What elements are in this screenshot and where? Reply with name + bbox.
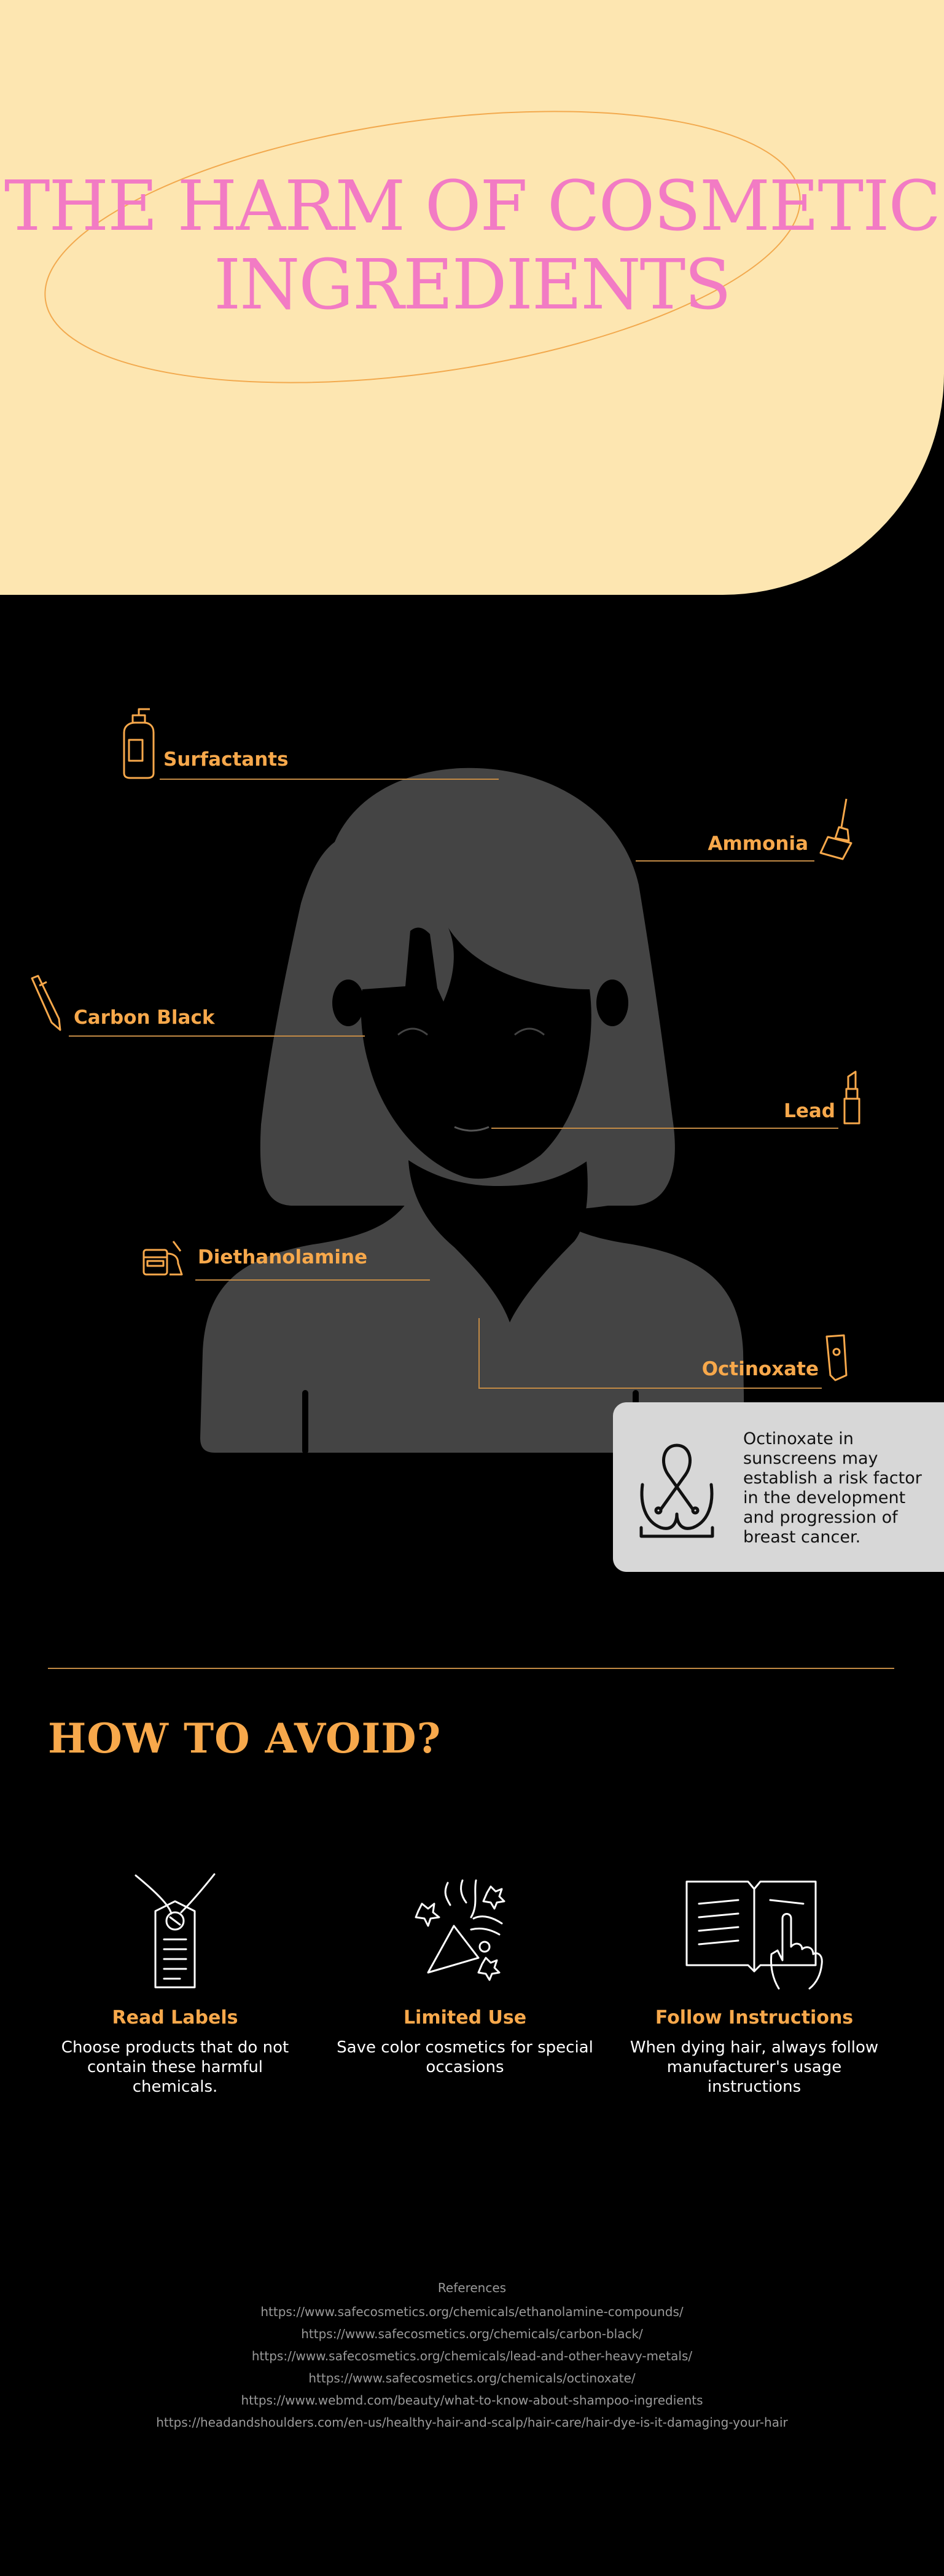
ingredient-label-ammonia: Ammonia (708, 833, 808, 855)
tip-title: Limited Use (403, 2007, 527, 2028)
tip-title: Follow Instructions (655, 2007, 854, 2028)
title-line-1: THE HARM OF COSMETIC (4, 167, 941, 246)
hair-dye-brush-icon (819, 798, 852, 860)
references-title: References (437, 2280, 507, 2295)
octinoxate-info-card: Octinoxate in sunscreens may establish a… (613, 1402, 944, 1572)
sunscreen-tube-icon (825, 1334, 848, 1381)
breast-cancer-ribbon-icon (639, 1443, 714, 1538)
tip-text: Choose products that do not contain thes… (61, 2038, 289, 2096)
decorative-oval (44, 111, 801, 383)
right-eye (514, 1027, 545, 1036)
woman-silhouette-diagram (31, 708, 860, 1454)
ingredient-label-diethanolamine: Diethanolamine (198, 1246, 368, 1268)
party-popper-icon (415, 1879, 505, 1981)
body-silhouette (200, 1168, 744, 1453)
reference-link[interactable]: https://www.safecosmetics.org/chemicals/… (308, 2371, 636, 2386)
tip-limited-use: Limited Use Save color cosmetics for spe… (336, 1868, 594, 2076)
left-ear (332, 980, 364, 1026)
ingredient-label-carbon-black: Carbon Black (74, 1007, 215, 1029)
ingredient-label-octinoxate: Octinoxate (701, 1358, 819, 1380)
tip-title: Read Labels (112, 2007, 238, 2028)
how-to-avoid-heading: HOW TO AVOID? (48, 1714, 442, 1762)
reference-link[interactable]: https://www.safecosmetics.org/chemicals/… (301, 2327, 643, 2341)
face (361, 927, 591, 1179)
tip-follow-instructions: Follow Instructions When dying hair, alw… (625, 1868, 883, 2096)
mouth (454, 1126, 490, 1132)
pump-bottle-icon (123, 708, 155, 779)
reference-link[interactable]: https://www.webmd.com/beauty/what-to-kno… (241, 2393, 703, 2408)
tip-text: Save color cosmetics for special occasio… (337, 2038, 593, 2076)
hero-section: THE HARM OF COSMETIC INGREDIENTS (0, 0, 944, 595)
left-arm-line (302, 1390, 308, 1454)
info-card-text: Octinoxate in sunscreens may establish a… (743, 1429, 922, 1547)
reference-link[interactable]: https://www.safecosmetics.org/chemicals/… (251, 2349, 693, 2363)
lipstick-icon (843, 1070, 860, 1125)
neck (408, 1160, 588, 1322)
book-hand-icon (685, 1880, 823, 1990)
references-section: References https://www.safecosmetics.org… (0, 2279, 944, 2435)
section-divider (48, 1668, 894, 1669)
reference-link[interactable]: https://www.safecosmetics.org/chemicals/… (260, 2304, 684, 2319)
eyeliner-pencil-icon (31, 975, 61, 1031)
price-tag-icon (135, 1873, 216, 1989)
right-ear (596, 980, 628, 1026)
tip-text: When dying hair, always follow manufactu… (630, 2038, 879, 2096)
tip-read-labels: Read Labels Choose products that do not … (46, 1868, 304, 2096)
page-title: THE HARM OF COSMETIC INGREDIENTS (0, 167, 944, 324)
pointer-lines (69, 779, 838, 1389)
title-line-2: INGREDIENTS (213, 245, 731, 325)
left-eye (397, 1027, 428, 1036)
ingredient-label-surfactants: Surfactants (163, 748, 289, 771)
reference-link[interactable]: https://headandshoulders.com/en-us/healt… (156, 2415, 788, 2430)
cosmetics-set-icon (142, 1241, 183, 1276)
ingredient-label-lead: Lead (784, 1100, 835, 1122)
